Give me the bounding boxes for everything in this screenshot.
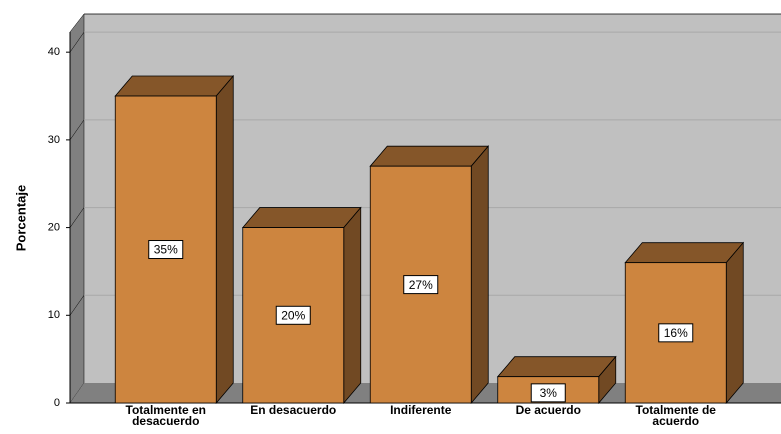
value-label: 3%	[540, 386, 558, 400]
value-label-box	[148, 240, 184, 260]
x-tick-label: En desacuerdo	[250, 403, 337, 417]
y-tick-label: 10	[48, 309, 60, 321]
value-label: 27%	[409, 278, 433, 292]
value-label: 35%	[154, 243, 178, 257]
y-axis-label: Porcentaje	[13, 185, 28, 251]
x-tick-label: Indiferente	[390, 403, 452, 417]
bar-top	[369, 145, 490, 167]
bar-side	[470, 145, 489, 405]
bar-top	[241, 207, 362, 228]
value-label-box	[403, 275, 439, 295]
value-label: 20%	[281, 308, 305, 322]
bar-side	[215, 74, 234, 405]
value-label: 16%	[664, 326, 688, 340]
x-tick-label: Totalmente de acuerdo	[635, 403, 716, 428]
x-tick-label: Totalmente en desacuerdo	[125, 403, 206, 428]
bar-top	[496, 356, 617, 378]
y-tick-label: 20	[48, 221, 60, 233]
side-wall	[69, 13, 85, 404]
bar-top	[114, 75, 235, 97]
grid-line	[69, 32, 85, 53]
bar-side	[343, 206, 362, 405]
value-label-box	[530, 383, 566, 403]
bar-top	[624, 242, 745, 264]
grid-line	[69, 295, 85, 316]
y-tick-label: 30	[48, 134, 60, 146]
grid-line	[69, 119, 85, 141]
bar-side	[725, 241, 744, 405]
x-tick-label: De acuerdo	[515, 403, 581, 417]
value-label-box	[275, 305, 311, 325]
value-label-box	[658, 323, 694, 343]
grid-line	[69, 207, 85, 228]
y-tick-label: 40	[48, 46, 60, 58]
y-tick-label: 0	[54, 397, 60, 409]
